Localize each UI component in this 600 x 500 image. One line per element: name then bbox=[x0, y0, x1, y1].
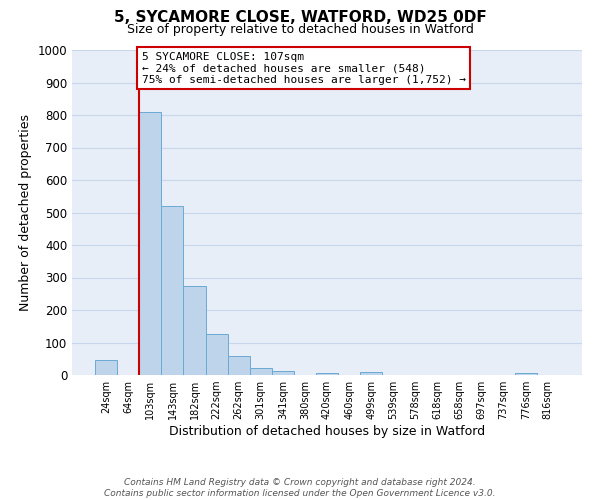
Text: Size of property relative to detached houses in Watford: Size of property relative to detached ho… bbox=[127, 22, 473, 36]
Bar bbox=[360, 372, 382, 375]
Bar bbox=[139, 112, 161, 375]
Bar bbox=[206, 334, 227, 375]
X-axis label: Distribution of detached houses by size in Watford: Distribution of detached houses by size … bbox=[169, 425, 485, 438]
Text: Contains HM Land Registry data © Crown copyright and database right 2024.
Contai: Contains HM Land Registry data © Crown c… bbox=[104, 478, 496, 498]
Bar bbox=[316, 372, 338, 375]
Text: 5, SYCAMORE CLOSE, WATFORD, WD25 0DF: 5, SYCAMORE CLOSE, WATFORD, WD25 0DF bbox=[113, 10, 487, 25]
Bar bbox=[184, 286, 206, 375]
Bar bbox=[272, 371, 294, 375]
Text: 5 SYCAMORE CLOSE: 107sqm
← 24% of detached houses are smaller (548)
75% of semi-: 5 SYCAMORE CLOSE: 107sqm ← 24% of detach… bbox=[142, 52, 466, 85]
Bar bbox=[227, 356, 250, 375]
Y-axis label: Number of detached properties: Number of detached properties bbox=[19, 114, 32, 311]
Bar bbox=[95, 360, 117, 375]
Bar bbox=[161, 206, 184, 375]
Bar bbox=[515, 373, 537, 375]
Bar bbox=[250, 368, 272, 375]
